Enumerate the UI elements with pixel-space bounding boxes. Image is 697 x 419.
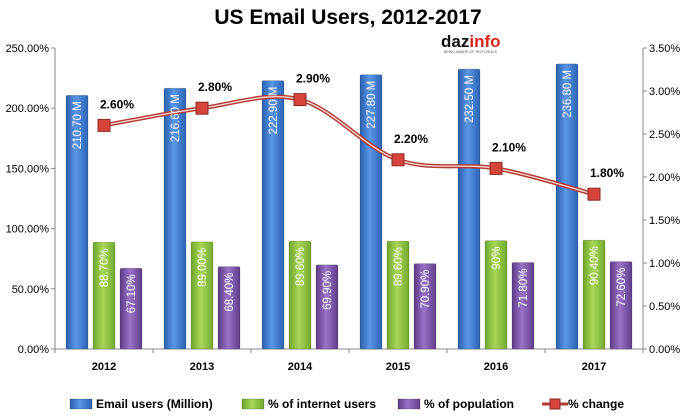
bar-data-label: 210.70 M [72, 101, 84, 149]
x-axis-tick-label: 2017 [582, 361, 606, 373]
bar-data-label: 216.60 M [170, 94, 182, 142]
line-point [391, 153, 405, 167]
left-axis-tick-label: 100.00% [6, 224, 50, 236]
x-axis-tick-label: 2014 [288, 361, 313, 373]
line-point [489, 161, 503, 175]
bar [163, 87, 187, 350]
right-axis-tick-label: 1.50% [649, 215, 680, 227]
line-data-label: 2.60% [100, 97, 134, 111]
chart-title: US Email Users, 2012-2017 [214, 6, 481, 29]
bar-data-label: 89.60% [393, 247, 405, 286]
bar [261, 80, 285, 350]
right-axis-tick-label: 0.00% [649, 344, 680, 356]
x-axis-tick-label: 2015 [386, 361, 410, 373]
bar [288, 240, 312, 350]
line-data-label: 2.20% [394, 132, 428, 146]
right-axis-tick-label: 0.50% [649, 301, 680, 313]
bar [582, 239, 606, 350]
legend: Email users (Million) % of internet users… [69, 397, 624, 411]
bar-data-label: 232.50 M [464, 75, 476, 123]
left-axis-tick-label: 250.00% [6, 43, 50, 55]
logo: dazinfo BEING AWARE OF TECH DEALS [441, 32, 501, 54]
bar [609, 261, 633, 350]
x-axis-tick-label: 2012 [92, 361, 116, 373]
bar [119, 267, 143, 350]
bar [413, 263, 437, 350]
svg-text:dazinfo: dazinfo [441, 32, 501, 51]
bar [386, 240, 410, 350]
bar [190, 241, 214, 350]
bar-data-label: 227.80 M [366, 81, 378, 129]
bar [457, 68, 481, 350]
right-axis-tick-label: 3.50% [649, 43, 680, 55]
left-axis-tick-label: 0.00% [18, 344, 49, 356]
logo-tagline: BEING AWARE OF TECH DEALS [444, 50, 498, 54]
right-axis-tick-label: 1.00% [649, 258, 680, 270]
bar-data-label: 236.80 M [562, 70, 574, 118]
left-axis-tick-label: 150.00% [6, 163, 50, 175]
bar [555, 63, 579, 350]
bar [92, 241, 116, 350]
left-axis-tick-label: 200.00% [6, 103, 50, 115]
bar [484, 240, 508, 350]
bar [65, 95, 89, 350]
legend-label: Email users (Million) [96, 397, 213, 411]
x-axis-tick-label: 2013 [190, 361, 214, 373]
line-series [97, 93, 601, 201]
bar-data-label: 89.00% [197, 248, 209, 287]
bar-data-label: 88.70% [99, 248, 111, 287]
axes: 0.00% 50.00% 100.00% 150.00% 200.00% 250.00% 0… [6, 43, 681, 373]
line-point [195, 101, 209, 115]
bar-data-label: 90% [491, 247, 503, 270]
logo-text-part-a: daz [441, 32, 469, 51]
right-axis-tick-label: 3.00% [649, 86, 680, 98]
legend-marker [549, 398, 561, 410]
legend-label: % of internet users [268, 397, 376, 411]
line-point [97, 118, 111, 132]
line-data-label: 1.80% [590, 166, 624, 180]
bar-data-label: 70.90% [420, 270, 432, 309]
bar-data-label: 69.90% [322, 271, 334, 310]
line-data-label: 2.10% [492, 140, 526, 154]
bar [511, 262, 535, 350]
legend-label: % change [568, 397, 624, 411]
bar-data-label: 71.80% [518, 269, 530, 308]
right-axis-tick-label: 2.50% [649, 129, 680, 141]
line-data-label: 2.90% [296, 72, 330, 86]
legend-swatch [69, 398, 93, 410]
bar-data-label: 222.90 M [268, 87, 280, 135]
line-point [587, 187, 601, 201]
bar-data-label: 89.60% [295, 247, 307, 286]
logo-text-part-b: info [469, 32, 500, 51]
right-axis-tick-label: 2.00% [649, 172, 680, 184]
line-data-label: 2.80% [198, 80, 232, 94]
bar-data-label: 72.60% [616, 268, 628, 307]
bars [65, 63, 633, 350]
bar-data-label: 68.40% [224, 273, 236, 312]
bar [315, 264, 339, 350]
bar [217, 266, 241, 350]
data-labels: 210.70 M 216.60 M 222.90 M 227.80 M 232.50 M… [72, 70, 628, 313]
bar-data-label: 67.10% [126, 274, 138, 313]
bar-data-label: 90.40% [589, 246, 601, 285]
legend-label: % of population [424, 397, 514, 411]
left-axis-tick-label: 50.00% [12, 284, 50, 296]
legend-swatch [397, 398, 421, 410]
line-point [293, 93, 307, 107]
legend-swatch [241, 398, 265, 410]
x-axis-tick-label: 2016 [484, 361, 508, 373]
